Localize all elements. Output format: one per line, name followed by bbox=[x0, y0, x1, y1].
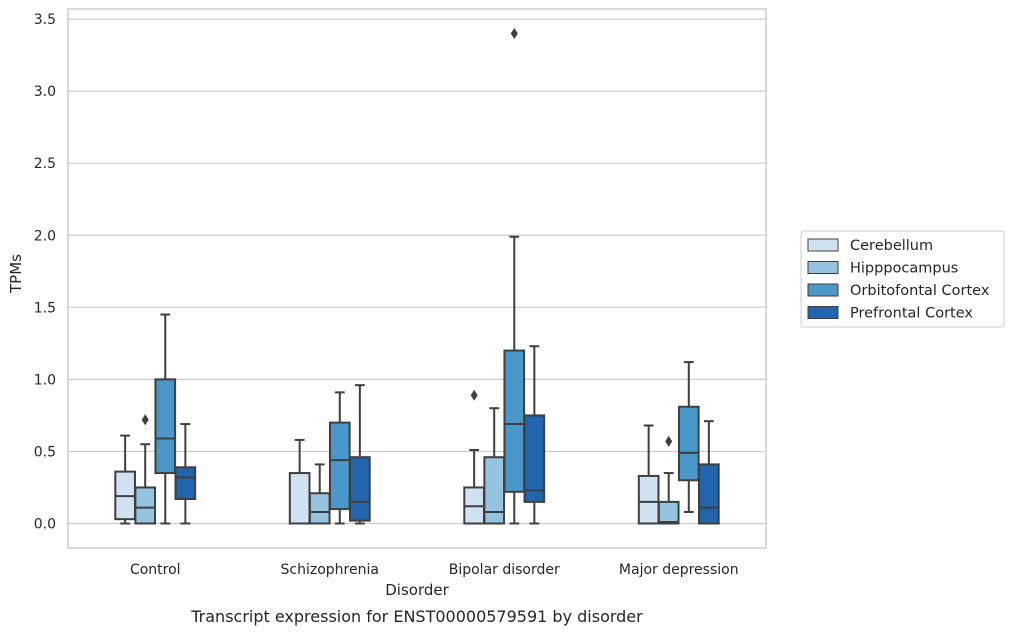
y-tick-label: 2.0 bbox=[34, 228, 56, 244]
box-2-2 bbox=[503, 28, 526, 525]
x-tick-labels: Control Schizophrenia Bipolar disorder Majo… bbox=[130, 562, 739, 578]
box-layer bbox=[114, 28, 720, 525]
box-iqr bbox=[523, 414, 546, 503]
grid-lines bbox=[68, 18, 766, 525]
legend-frame bbox=[800, 230, 1005, 328]
box-iqr bbox=[657, 500, 680, 525]
box-iqr bbox=[328, 421, 351, 511]
x-tick-label: Major depression bbox=[619, 562, 739, 578]
x-tick-label: Control bbox=[130, 562, 181, 578]
outlier-marker bbox=[141, 414, 149, 426]
box-iqr bbox=[698, 463, 720, 525]
box-3-0 bbox=[637, 424, 660, 525]
box-2-1 bbox=[483, 407, 506, 525]
y-tick-label: 0.5 bbox=[34, 444, 56, 460]
box-0-1 bbox=[134, 414, 157, 525]
y-tick-label: 3.5 bbox=[34, 12, 56, 28]
legend: Cerebellum Hipppocampus Orbitofontal Corte… bbox=[800, 230, 1005, 328]
box-iqr bbox=[637, 474, 660, 525]
chart-caption: Transcript expression for ENST0000057959… bbox=[190, 607, 643, 626]
box-1-2 bbox=[328, 391, 351, 525]
outlier-marker bbox=[470, 389, 478, 401]
legend-swatch bbox=[807, 238, 839, 252]
box-iqr bbox=[288, 472, 311, 525]
y-tick-label: 2.5 bbox=[34, 156, 56, 172]
box-iqr bbox=[483, 456, 506, 525]
box-3-3 bbox=[698, 420, 720, 525]
box-iqr bbox=[174, 466, 197, 501]
plot-frame bbox=[67, 8, 767, 549]
box-1-3 bbox=[349, 384, 371, 525]
box-iqr bbox=[503, 349, 526, 493]
box-1-1 bbox=[308, 463, 331, 525]
box-iqr bbox=[677, 405, 700, 482]
box-iqr bbox=[308, 492, 331, 525]
y-tick-label: 0.0 bbox=[34, 517, 56, 533]
legend-label: Orbitofontal Cortex bbox=[850, 283, 990, 299]
y-tick-label: 1.0 bbox=[34, 372, 56, 388]
y-tick-labels: 0.0 0.5 1.0 1.5 2.0 2.5 3.0 3.5 bbox=[34, 12, 56, 532]
x-axis-label: Disorder bbox=[385, 581, 449, 599]
y-tick-label: 1.5 bbox=[34, 300, 56, 316]
box-0-3 bbox=[174, 423, 197, 525]
box-2-3 bbox=[523, 345, 546, 525]
legend-swatch bbox=[807, 283, 839, 297]
legend-label: Prefrontal Cortex bbox=[850, 306, 973, 322]
outlier-marker bbox=[665, 435, 673, 447]
legend-label: Cerebellum bbox=[850, 238, 933, 254]
legend-swatch bbox=[807, 261, 839, 274]
box-2-0 bbox=[463, 389, 485, 525]
legend-label: Hipppocampus bbox=[850, 261, 958, 277]
box-0-0 bbox=[114, 434, 136, 525]
x-tick-label: Schizophrenia bbox=[281, 562, 379, 578]
y-tick-label: 3.0 bbox=[34, 84, 56, 100]
box-1-0 bbox=[288, 438, 311, 525]
box-iqr bbox=[134, 486, 157, 525]
legend-swatch bbox=[807, 306, 839, 319]
x-tick-label: Bipolar disorder bbox=[449, 562, 560, 578]
box-3-2 bbox=[677, 361, 700, 513]
y-axis-label: TPMs bbox=[7, 254, 25, 294]
box-iqr bbox=[349, 456, 371, 522]
box-3-1 bbox=[657, 435, 680, 525]
outlier-marker bbox=[510, 28, 518, 39]
box-iqr bbox=[154, 378, 177, 475]
box-0-2 bbox=[154, 313, 177, 525]
